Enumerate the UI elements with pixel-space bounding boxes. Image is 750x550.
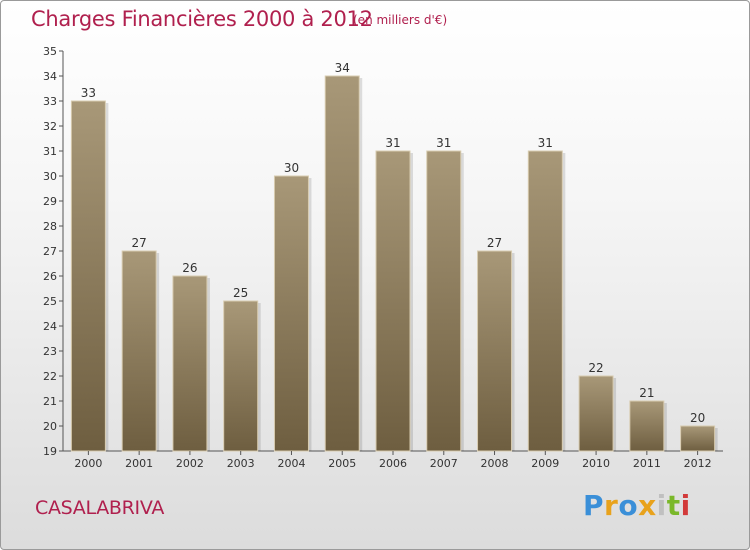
logo-letter: x [638,489,657,522]
data-label: 27 [487,236,502,250]
x-tick-label: 2012 [684,457,712,470]
y-tick-label: 23 [43,345,57,358]
commune-name: CASALABRIVA [35,497,165,519]
y-tick-label: 20 [43,420,57,433]
y-tick-label: 34 [43,70,57,83]
y-tick-label: 27 [43,245,57,258]
y-tick-label: 28 [43,220,57,233]
bar [375,150,411,452]
bar [273,175,309,452]
logo-letter: i [680,489,691,522]
bar [172,275,208,452]
x-tick-label: 2002 [176,457,204,470]
x-tick-label: 2006 [379,457,407,470]
bar [578,375,614,452]
data-label: 34 [335,61,350,75]
bar [527,150,563,452]
y-tick-label: 21 [43,395,57,408]
x-tick-label: 2000 [74,457,102,470]
x-tick-label: 2003 [227,457,255,470]
y-tick-label: 32 [43,120,57,133]
bar [324,75,360,452]
bar [680,425,716,452]
bar [70,100,106,452]
x-tick-label: 2008 [481,457,509,470]
data-label: 25 [233,286,248,300]
logo-letter: i [656,489,667,522]
x-tick-label: 2005 [328,457,356,470]
logo-letter: P [583,489,605,522]
y-tick-label: 29 [43,195,57,208]
y-tick-label: 26 [43,270,57,283]
chart-title: Charges Financières 2000 à 2012 [31,7,373,31]
data-label: 30 [284,161,299,175]
data-label: 22 [588,361,603,375]
proxiti-logo[interactable]: Proxiti [583,489,691,522]
x-tick-label: 2007 [430,457,458,470]
data-label: 27 [132,236,147,250]
bar [426,150,462,452]
y-tick-label: 31 [43,145,57,158]
bar [629,400,665,452]
bar [477,250,513,452]
data-label: 21 [639,386,654,400]
y-tick-label: 19 [43,445,57,458]
data-label: 31 [385,136,400,150]
x-tick-label: 2009 [531,457,559,470]
x-tick-label: 2010 [582,457,610,470]
y-tick-label: 30 [43,170,57,183]
data-label: 20 [690,411,705,425]
bar [223,300,259,452]
logo-letter: t [666,489,681,522]
data-label: 31 [436,136,451,150]
y-tick-label: 25 [43,295,57,308]
x-tick-label: 2004 [277,457,305,470]
data-label: 33 [81,86,96,100]
data-label: 26 [182,261,197,275]
x-tick-label: 2001 [125,457,153,470]
chart-subtitle: (en milliers d'€) [353,13,448,27]
y-tick-label: 35 [43,45,57,58]
y-tick-label: 33 [43,95,57,108]
logo-letter: r [604,489,619,522]
y-tick-label: 22 [43,370,57,383]
bar [121,250,157,452]
x-tick-label: 2011 [633,457,661,470]
y-tick-label: 24 [43,320,57,333]
data-label: 31 [538,136,553,150]
logo-letter: o [618,489,639,522]
